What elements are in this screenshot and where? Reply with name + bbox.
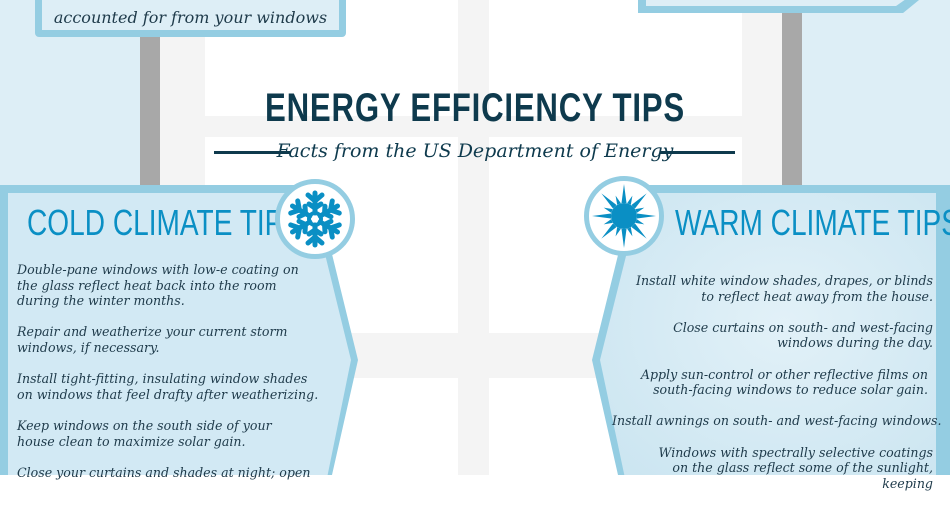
page-subtitle: Facts from the US Department of Energy (276, 140, 674, 162)
sign-pole-right (782, 10, 802, 190)
top-sign-left: accounted for from your windows (35, 0, 346, 37)
cold-tips-list: Double-pane windows with low-e coating o… (17, 262, 318, 496)
warm-tip: Close curtains on south- and west-facing… (673, 319, 933, 351)
cold-tip: Close your curtains and shades at night;… (17, 464, 311, 480)
subtitle-rule-right (660, 151, 735, 154)
cold-tip: Repair and weatherize your current storm… (17, 324, 288, 355)
sun-icon (592, 184, 656, 248)
warm-tip: Windows with spectrally selective coatin… (658, 444, 933, 491)
cold-tip: Double-pane windows with low-e coating o… (17, 262, 299, 309)
cold-tip: Keep windows on the south side of your h… (17, 417, 272, 449)
warm-tips-list: Install white window shades, drapes, or … (612, 273, 942, 507)
window-pane-top-right (489, 0, 742, 116)
cold-tip: Install tight-fitting, insulating window… (17, 371, 319, 402)
warm-tip: Apply sun-control or other reflective fi… (640, 366, 928, 398)
warm-climate-title: WARM CLIMATE TIPS (675, 202, 950, 243)
warm-tip: Install awnings on south- and west-facin… (612, 413, 942, 429)
sun-badge (584, 176, 664, 256)
page-title: ENERGY EFFICIENCY TIPS (265, 86, 685, 130)
sign-pole-left (140, 30, 160, 190)
snowflake-icon (285, 190, 345, 249)
snowflake-badge (275, 179, 355, 259)
top-sign-left-text: accounted for from your windows (53, 8, 328, 27)
top-sign-right (638, 0, 920, 13)
warm-tip: Install white window shades, drapes, or … (636, 273, 933, 304)
cold-climate-title: COLD CLIMATE TIPS (27, 202, 303, 243)
subtitle-rule-left (214, 151, 290, 154)
